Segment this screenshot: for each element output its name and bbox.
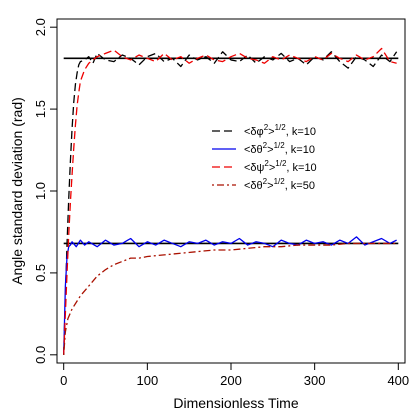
series-line-4 bbox=[63, 242, 397, 355]
legend-label-2: <δθ2>1/2, k=10 bbox=[244, 141, 315, 156]
y-tick-label: 1.0 bbox=[33, 182, 48, 200]
x-axis-title: Dimensionless Time bbox=[173, 395, 298, 411]
legend-label-3: <δψ2>1/2, k=10 bbox=[244, 159, 317, 174]
x-tick-label: 300 bbox=[304, 373, 326, 388]
series-line-1 bbox=[63, 51, 398, 355]
legend-label-1: <δφ2>1/2, k=10 bbox=[244, 123, 316, 138]
y-axis-title: Angle standard deviation (rad) bbox=[9, 97, 25, 285]
y-tick-label: 1.5 bbox=[33, 100, 48, 118]
y-tick-label: 0.0 bbox=[33, 346, 48, 364]
legend-label-4: <δθ2>1/2, k=50 bbox=[244, 177, 315, 192]
series-line-2 bbox=[63, 236, 397, 355]
x-tick-label: 400 bbox=[387, 373, 409, 388]
y-tick-label: 2.0 bbox=[33, 18, 48, 36]
y-tick-label: 0.5 bbox=[33, 264, 48, 282]
axes: 0 100 200 300 400 0.0 0.5 1.0 1.5 2.0 bbox=[33, 18, 409, 388]
series-line-3 bbox=[63, 47, 397, 355]
x-tick-label: 200 bbox=[220, 373, 242, 388]
legend: <δφ2>1/2, k=10 <δθ2>1/2, k=10 <δψ2>1/2, k=… bbox=[212, 123, 317, 192]
x-tick-label: 0 bbox=[60, 373, 67, 388]
plot-area bbox=[63, 47, 399, 355]
x-tick-label: 100 bbox=[136, 373, 158, 388]
